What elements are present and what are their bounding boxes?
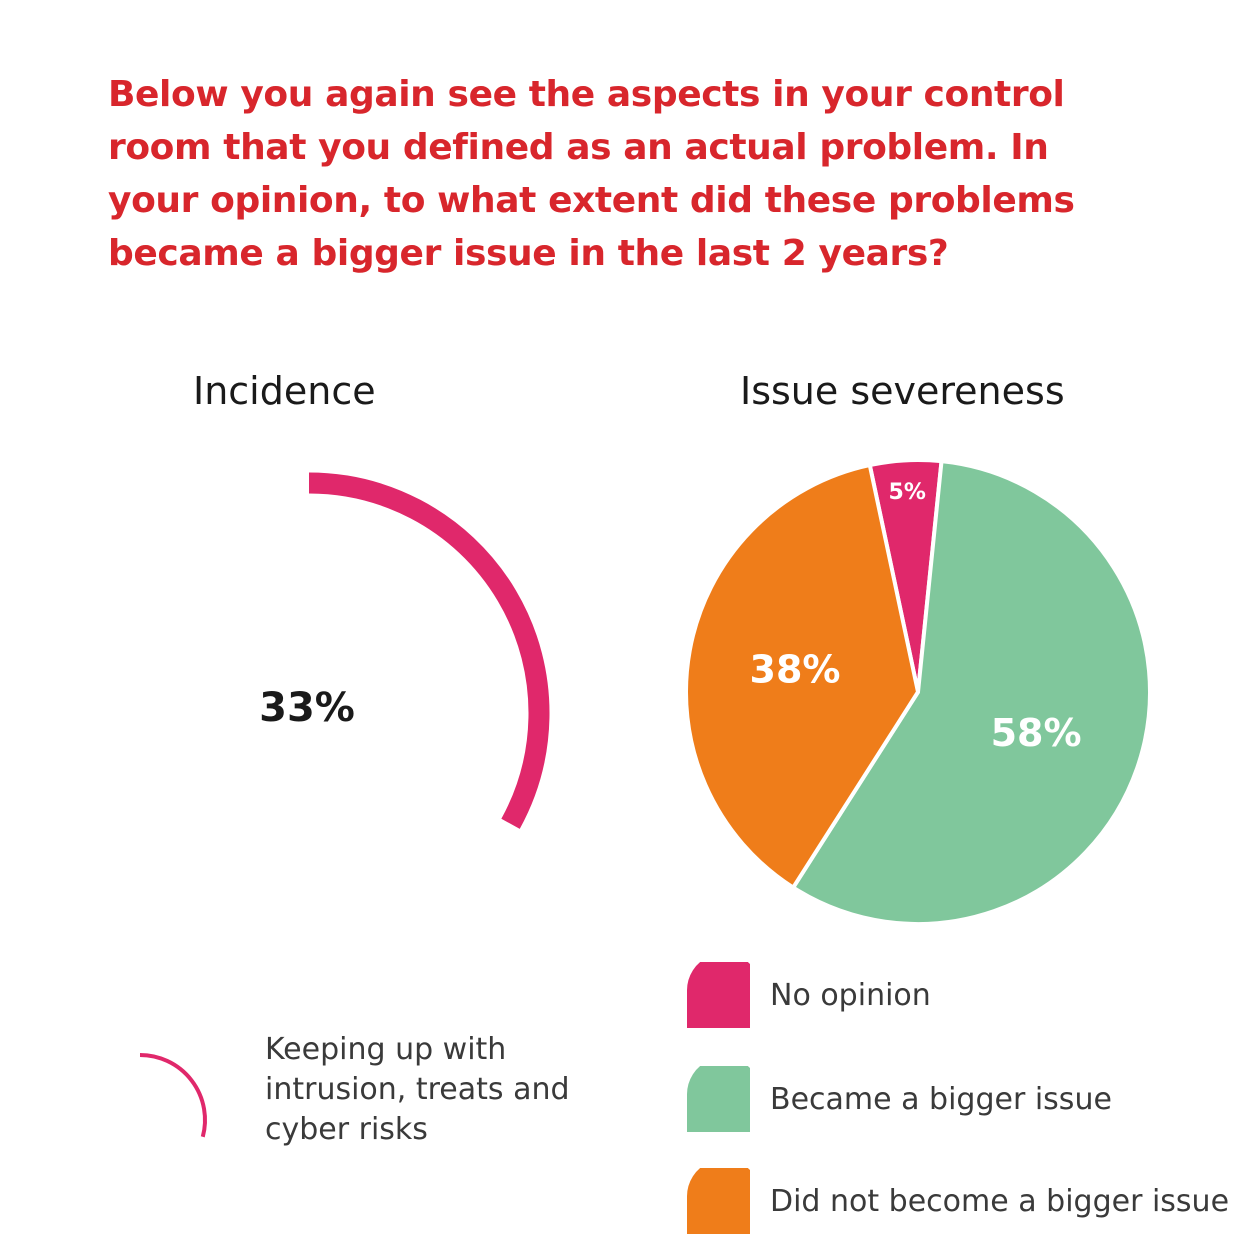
slice-label-not-bigger-issue: 38% — [750, 648, 841, 692]
incidence-legend-label: Keeping up with intrusion, treats and cy… — [265, 1032, 570, 1147]
slice-label-bigger-issue: 58% — [991, 711, 1082, 755]
incidence-gauge-chart — [308, 472, 550, 829]
question-heading: Below you again see the aspects in your … — [108, 74, 1075, 274]
incidence-arc — [308, 472, 550, 829]
severity-chart-title: Issue severeness — [740, 369, 1065, 413]
pie-slice-not-bigger-issue — [684, 463, 920, 890]
slice-label-no-opinion: 5% — [889, 480, 926, 505]
legend-item-no-opinion: No opinion — [684, 962, 1244, 1032]
incidence-chart-title: Incidence — [193, 369, 376, 413]
incidence-legend: Keeping up with intrusion, treats and cy… — [130, 1030, 610, 1160]
no-opinion-swatch-icon — [686, 962, 750, 1028]
legend-item-not-bigger-issue: Did not become a bigger issue — [684, 1168, 1244, 1238]
incidence-legend-arc-icon — [139, 1053, 207, 1138]
legend-label-not-bigger-issue: Did not become a bigger issue — [770, 1184, 1230, 1219]
pie-slices-group — [684, 458, 1152, 926]
not-bigger-issue-swatch-icon — [686, 1168, 750, 1234]
legend-item-bigger-issue: Became a bigger issue — [684, 1066, 1244, 1136]
legend-label-no-opinion: No opinion — [770, 978, 931, 1013]
bigger-issue-swatch-icon — [686, 1066, 750, 1132]
legend-arc-swatch — [139, 1053, 207, 1138]
severity-pie-chart: 5% 58% 38% — [684, 458, 1152, 926]
legend-label-bigger-issue: Became a bigger issue — [770, 1082, 1112, 1117]
incidence-value-label: 33% — [259, 685, 355, 731]
pie-labels-group: 5% 58% 38% — [750, 480, 1082, 755]
pie-slice-bigger-issue — [791, 459, 1152, 926]
